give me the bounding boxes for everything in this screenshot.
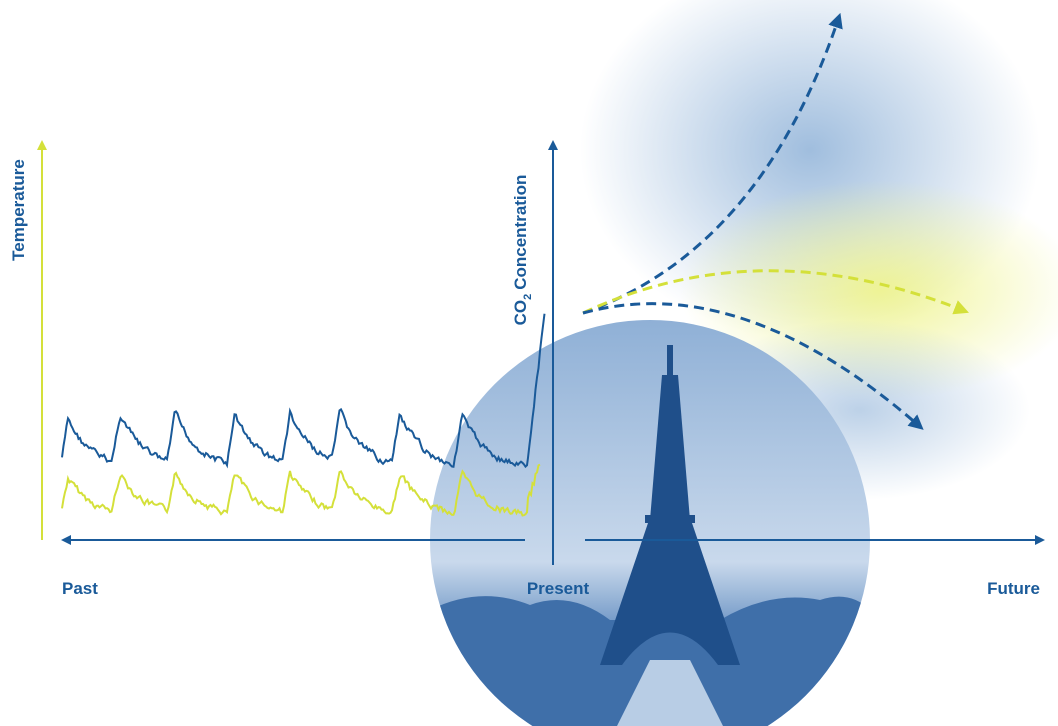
- present-label: Present: [527, 579, 590, 598]
- future-label: Future: [987, 579, 1040, 598]
- co2-rest: Concentration: [511, 175, 530, 290]
- co2-history: [61, 313, 546, 469]
- temperature-history: [61, 463, 541, 517]
- temperature-label: Temperature: [9, 159, 28, 261]
- co2-sub: 2: [522, 294, 534, 300]
- co2-main: CO: [511, 300, 530, 326]
- photo: [430, 320, 870, 726]
- scenario-temperature: [582, 269, 969, 315]
- scenario-low: [582, 302, 924, 430]
- co2-label: CO2 Concentration: [511, 175, 534, 326]
- past-label: Past: [62, 579, 98, 598]
